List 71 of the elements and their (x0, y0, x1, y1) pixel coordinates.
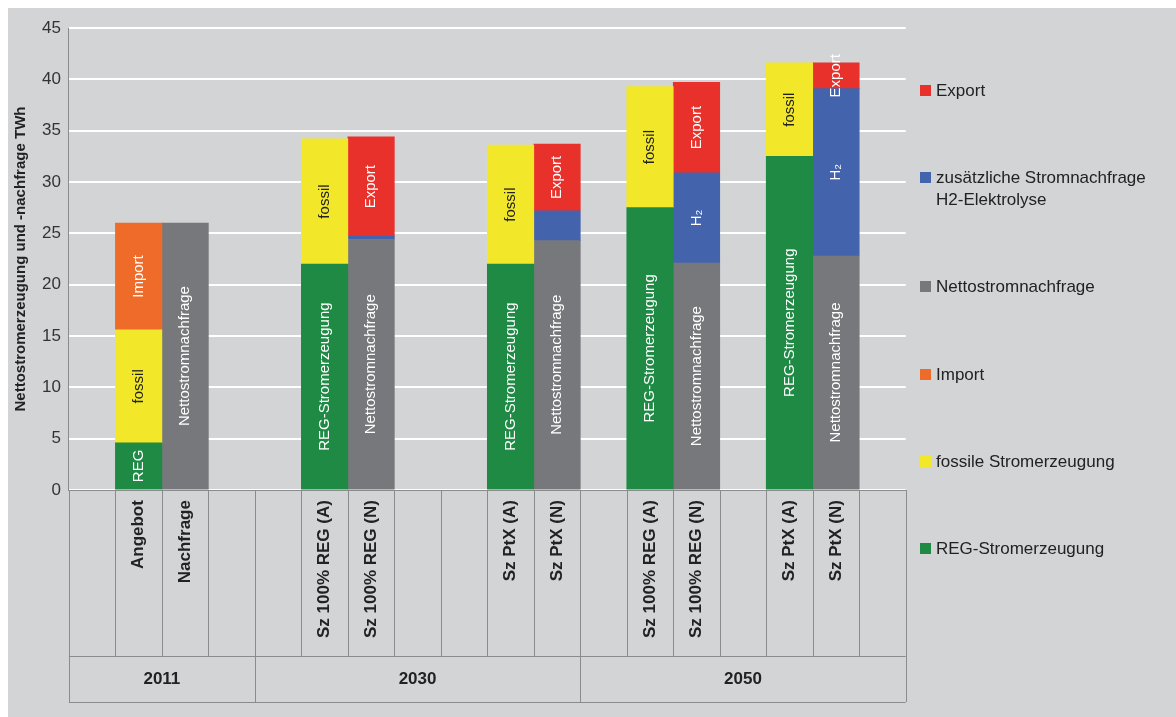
data-label: fossil (640, 130, 658, 165)
text: 2011 (143, 668, 181, 688)
legend-label: Import (936, 363, 986, 386)
bar (812, 255, 860, 490)
x-tick-label: Sz PtX (N) (825, 500, 845, 582)
x-tick-label: Sz PtX (A) (500, 500, 520, 582)
data-label: Import (128, 254, 146, 298)
bar (301, 263, 349, 490)
data-label: Nettostromnachfrage (547, 294, 565, 435)
bar (115, 222, 163, 331)
bar (486, 263, 535, 490)
x-tick-label: Sz 100% REG (A) (639, 500, 659, 639)
bar (672, 82, 721, 174)
data-label: Nettostromnachfrage (826, 302, 844, 443)
data-label: H₂ (826, 163, 844, 181)
bar (533, 143, 581, 212)
y-tick-label: 0 (51, 479, 61, 499)
data-label: fossil (314, 184, 332, 219)
x-tick-label: Angebot (128, 499, 148, 570)
data-label: Export (686, 105, 704, 150)
bar (115, 329, 163, 444)
y-tick-label: 45 (41, 17, 61, 37)
bar (347, 239, 395, 490)
data-label: H₂ (686, 209, 704, 227)
data-label: REG-Stromerzeugung (640, 274, 658, 423)
y-tick-label: 40 (41, 69, 61, 89)
y-tick-label: 10 (41, 377, 61, 397)
data-label: REG-Stromerzeugung (500, 302, 518, 451)
y-tick-label: 25 (41, 223, 61, 243)
legend-label: Export (936, 80, 987, 102)
bar (347, 136, 395, 237)
bar (626, 207, 674, 490)
bar (486, 144, 535, 265)
data-label: REG-Stromerzeugung (779, 248, 797, 397)
bar (301, 138, 349, 265)
y-tick-label: 20 (41, 274, 61, 294)
data-label: fossil (779, 92, 797, 127)
y-tick-label: 5 (51, 428, 61, 448)
y-axis-title: Nettostromerzeugung und -nachfrage TWh (11, 106, 29, 412)
data-label: Export (547, 154, 565, 200)
legend-label: fossile Stromerzeugung (936, 450, 1116, 473)
data-label: REG (128, 449, 146, 483)
legend-label: zusätzliche Stromnachfrage H2-Elektrolyse (936, 167, 1147, 212)
bar (533, 210, 581, 241)
data-label: Export (361, 164, 379, 209)
bar (626, 86, 674, 209)
y-tick-label: 35 (41, 120, 61, 140)
bar (765, 156, 814, 490)
x-tick-label: Sz 100% REG (A) (314, 500, 334, 639)
y-tick-label: 30 (41, 171, 61, 191)
data-label: Nettostromnachfrage (686, 306, 704, 447)
data-label: Nettostromnachfrage (175, 286, 193, 427)
data-label: Nettostromnachfrage (361, 294, 379, 435)
x-tick-label: Sz PtX (N) (546, 500, 566, 582)
bar (672, 172, 721, 264)
data-label: fossil (128, 369, 146, 404)
text: 2030 (398, 668, 437, 688)
legend-label: REG-Stromerzeugung (936, 537, 1106, 560)
text: 2050 (724, 668, 762, 688)
x-tick-label: Nachfrage (174, 500, 194, 584)
bar (765, 62, 814, 157)
bar (533, 240, 581, 490)
y-tick-label: 15 (41, 325, 61, 345)
bar (161, 222, 209, 490)
bar (672, 262, 721, 490)
data-label: fossil (500, 187, 518, 222)
x-tick-label: Sz 100% REG (N) (360, 500, 380, 639)
x-tick-label: Sz 100% REG (N) (686, 500, 706, 639)
x-tick-label: Sz PtX (A) (779, 500, 799, 582)
legend-label: Nettostromnachfrage (936, 276, 1096, 299)
data-label: REG-Stromerzeugung (314, 302, 332, 451)
